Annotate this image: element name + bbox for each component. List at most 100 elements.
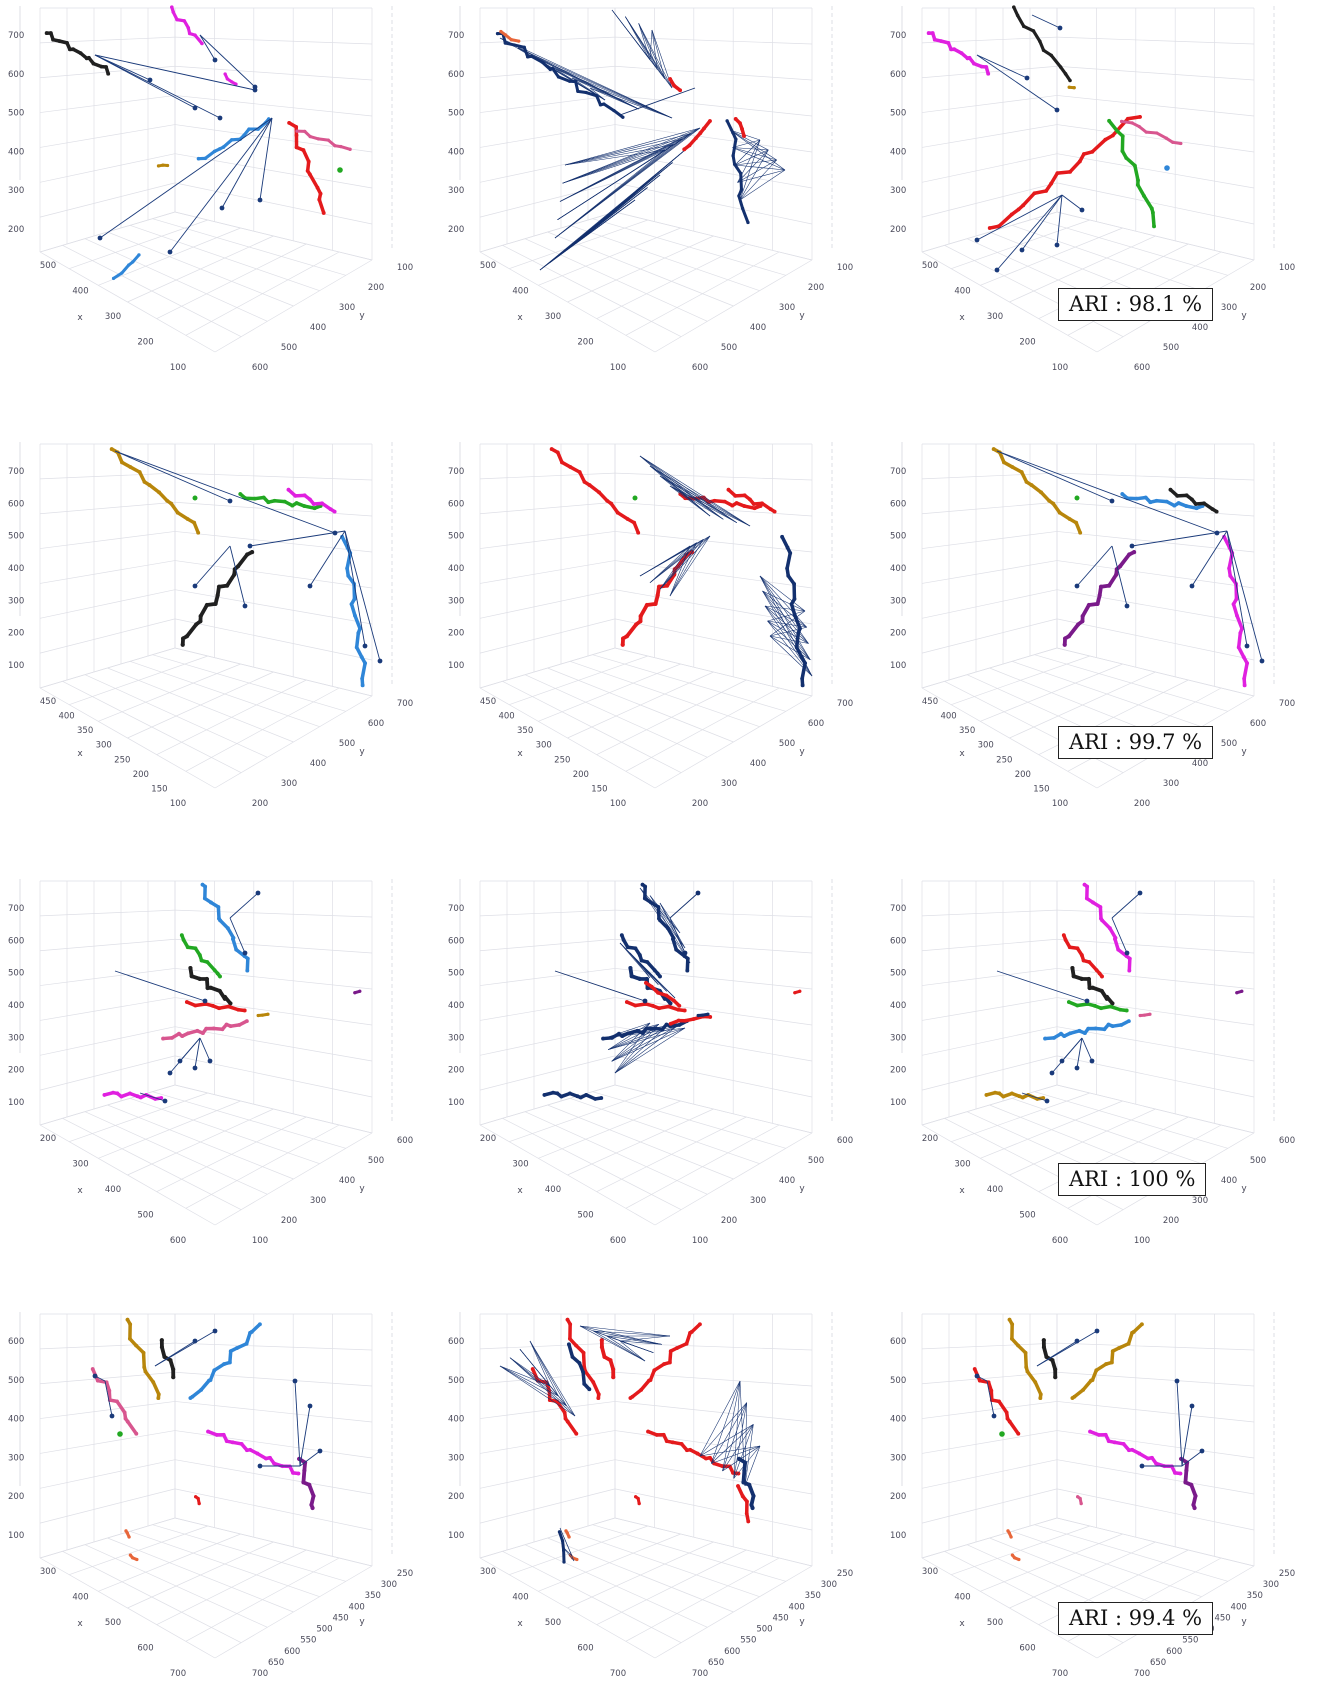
y-tick-label: 300 (1163, 779, 1179, 789)
cluster-trace-point (1193, 502, 1198, 506)
grid-line (921, 501, 1058, 515)
link-edge (699, 1380, 741, 1457)
link-edge (732, 147, 769, 151)
cluster-trace (44, 31, 110, 76)
cluster-trace-point (180, 642, 185, 647)
cluster-trace-point (135, 1094, 140, 1099)
cluster-trace-point (225, 583, 230, 588)
link-edge (557, 127, 701, 220)
cluster-trace-point (737, 194, 741, 198)
z-tick-label: 300 (8, 1033, 24, 1043)
y-tick-label: 300 (310, 1196, 326, 1206)
cluster-trace-point (171, 1367, 176, 1372)
grid-line (921, 124, 1058, 148)
panel-r2c2: 1002003004005006007004504003503002502001… (448, 442, 853, 809)
link-edge (625, 16, 673, 89)
cluster-trace-point (236, 564, 241, 569)
x-axis-label: x (517, 749, 523, 759)
link-edge (659, 475, 751, 527)
cluster-trace (736, 1484, 751, 1524)
z-tick-label: 400 (448, 1415, 464, 1425)
cluster-trace-point (218, 918, 223, 923)
y-tick-label: 600 (1250, 719, 1266, 729)
z-tick-label: 700 (8, 31, 24, 41)
cluster-trace-point (130, 1556, 135, 1560)
cluster-trace-point (137, 470, 142, 475)
link-endpoint (109, 1413, 115, 1419)
cluster-trace-point (1099, 1006, 1104, 1011)
cluster-trace (170, 5, 204, 46)
cluster-trace-point (591, 1380, 596, 1384)
cluster-trace-point (1171, 140, 1175, 144)
z-tick-label: 300 (890, 1033, 906, 1043)
cluster-trace (567, 1342, 592, 1391)
link-endpoint (177, 1058, 183, 1064)
link-edge (517, 47, 673, 119)
cluster-trace-point (203, 156, 208, 161)
cluster-trace-point (217, 1006, 222, 1011)
panel-r3c2: 1002003004005006007002003004005006006005… (448, 879, 853, 1246)
grid-line (921, 1401, 1058, 1419)
grid-line (1056, 153, 1255, 189)
cluster-trace-point (1021, 203, 1026, 208)
grid-line (1056, 65, 1255, 81)
cluster-trace-point (768, 507, 773, 512)
link-edge (344, 530, 366, 647)
link-edge (571, 77, 673, 119)
link-edge (710, 1380, 741, 1464)
cluster-trace-point (1238, 631, 1243, 636)
grid-line (1056, 211, 1255, 261)
link-edge (649, 465, 724, 520)
panel-r1c1: 2003004005006007005004003002001001002003… (8, 5, 413, 373)
cluster-trace-point (229, 138, 234, 142)
grid-line (921, 1371, 1058, 1385)
grid-line (479, 1026, 616, 1056)
x-tick-label: 300 (536, 741, 552, 751)
link-edge (1111, 545, 1128, 607)
cluster-trace-point (668, 1021, 673, 1026)
cluster-trace-point (691, 1017, 696, 1021)
link-endpoint (1079, 207, 1085, 213)
cluster-trace-point (1041, 48, 1046, 53)
z-tick-label: 700 (890, 467, 906, 477)
grid-line (567, 235, 714, 303)
cluster-trace-point (71, 47, 75, 52)
cluster-trace-point (260, 1013, 265, 1017)
cluster-trace-point (752, 506, 757, 511)
cluster-trace-point (1022, 24, 1026, 29)
cluster-trace-point (122, 1410, 127, 1415)
cluster-trace-point (268, 1455, 272, 1460)
cluster-trace-point (51, 37, 56, 42)
cluster-trace-point (1097, 971, 1102, 976)
cluster-trace-point (250, 549, 255, 555)
link-endpoint (92, 1373, 98, 1379)
x-tick-label: 400 (72, 287, 88, 297)
link-edge (561, 1545, 575, 1562)
grid-line (567, 1108, 714, 1176)
link-edge (767, 620, 813, 677)
link-edge (976, 194, 1063, 241)
z-tick-label: 100 (890, 1531, 906, 1541)
link-endpoint (1189, 583, 1195, 589)
grid-line (479, 65, 616, 79)
grid-line (614, 65, 813, 81)
grid-line (479, 1371, 616, 1385)
link-edge (608, 1024, 659, 1050)
y-tick-label: 500 (316, 1625, 332, 1635)
cluster-trace-point (1017, 1557, 1021, 1562)
cluster-trace-point (495, 31, 500, 36)
cluster-trace-point (658, 974, 662, 979)
link-edge (114, 450, 231, 502)
grid-line (614, 472, 813, 481)
cluster-trace-point (671, 937, 675, 941)
cluster-trace-point (582, 1381, 587, 1386)
cluster-trace-point (245, 1448, 249, 1453)
z-tick-label: 200 (890, 225, 906, 235)
cluster-trace-point (702, 126, 706, 131)
cluster-trace-point (1125, 116, 1130, 121)
cluster-trace-point (509, 37, 513, 42)
link-endpoint (257, 1463, 263, 1469)
x-tick-label: 200 (573, 770, 589, 780)
cluster-trace-point (1025, 1369, 1030, 1374)
cluster-trace-point (792, 597, 797, 601)
